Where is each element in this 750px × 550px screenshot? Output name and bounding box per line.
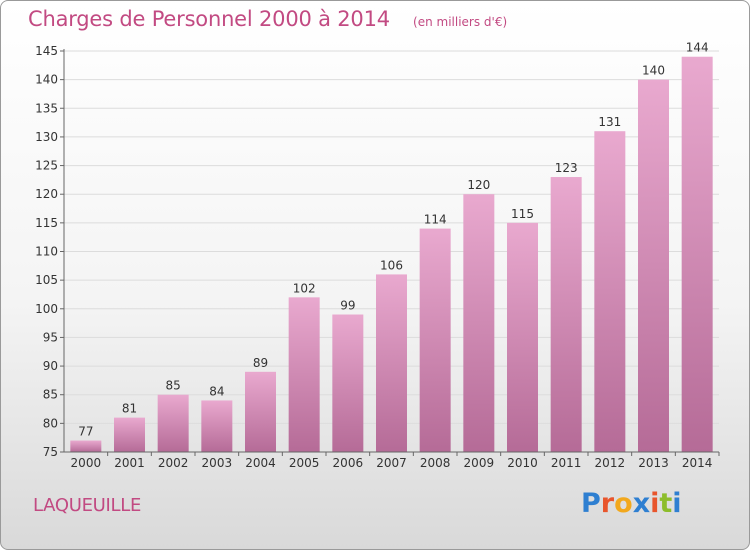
y-tick-label: 120 — [35, 187, 58, 201]
logo-letter: i — [672, 488, 682, 519]
data-label: 106 — [380, 258, 403, 272]
y-tick-label: 110 — [35, 245, 58, 259]
x-tick-label: 2011 — [551, 456, 582, 470]
data-label: 99 — [340, 299, 355, 313]
bar — [419, 228, 451, 452]
data-label: 102 — [293, 281, 316, 295]
y-tick-label: 90 — [43, 359, 58, 373]
x-tick-label: 2006 — [333, 456, 364, 470]
bar — [157, 394, 189, 452]
x-tick-label: 2014 — [682, 456, 713, 470]
logo-letter: t — [659, 488, 673, 519]
logo-letter: i — [650, 488, 660, 519]
bar — [594, 131, 626, 452]
bar — [376, 274, 407, 452]
data-label: 84 — [209, 384, 224, 398]
bar — [463, 194, 495, 452]
y-tick-label: 75 — [43, 445, 58, 459]
y-tick-label: 125 — [35, 159, 58, 173]
data-label: 115 — [511, 207, 534, 221]
axes: 75 80 85 90 95 100 105 110 115 120 125 130 135 140 145… — [35, 44, 720, 470]
bar — [507, 222, 538, 452]
data-label: 140 — [642, 64, 665, 78]
data-label: 77 — [78, 425, 93, 439]
bars — [70, 56, 713, 453]
y-tick-label: 135 — [35, 101, 58, 115]
x-tick-label: 2008 — [420, 456, 451, 470]
x-tick-label: 2003 — [202, 456, 233, 470]
x-tick-label: 2009 — [464, 456, 495, 470]
logo-letter: P — [581, 488, 601, 519]
x-tick-label: 2004 — [245, 456, 276, 470]
data-label: 89 — [253, 356, 268, 370]
x-tick-label: 2010 — [507, 456, 538, 470]
bar — [245, 371, 276, 452]
bar — [638, 79, 669, 453]
data-label: 114 — [424, 213, 447, 227]
chart-title: Charges de Personnel 2000 à 2014 — [28, 7, 390, 31]
title-row: Charges de Personnel 2000 à 2014 (en mil… — [28, 7, 507, 31]
proxiti-logo: Proxiti — [581, 488, 682, 519]
y-tick-label: 140 — [35, 73, 58, 87]
data-label: 85 — [166, 379, 181, 393]
y-tick-label: 80 — [43, 416, 58, 430]
y-tick-label: 85 — [43, 388, 58, 402]
x-tick-label: 2000 — [71, 456, 102, 470]
data-label: 81 — [122, 402, 137, 416]
chart-subtitle: (en milliers d'€) — [413, 15, 508, 29]
bar — [681, 56, 713, 452]
x-tick-label: 2007 — [376, 456, 407, 470]
x-tick-label: 2012 — [595, 456, 626, 470]
y-tick-label: 95 — [43, 330, 58, 344]
y-tick-label: 130 — [35, 130, 58, 144]
y-tick-label: 100 — [35, 302, 58, 316]
y-tick-label: 105 — [35, 273, 58, 287]
bar — [332, 314, 364, 452]
bar — [70, 440, 102, 452]
bar — [114, 417, 145, 452]
commune-name: LAQUEUILLE — [33, 495, 142, 516]
data-label: 123 — [555, 161, 578, 175]
bar — [201, 400, 233, 452]
x-tick-label: 2001 — [114, 456, 145, 470]
logo-letter: o — [614, 488, 633, 519]
logo-letter: r — [600, 488, 615, 519]
logo-letter: x — [632, 488, 651, 519]
data-label: 120 — [467, 178, 490, 192]
x-tick-label: 2002 — [158, 456, 189, 470]
x-tick-label: 2013 — [638, 456, 669, 470]
y-tick-label: 115 — [35, 216, 58, 230]
data-labels: 77 81 85 84 89 102 99 106 114 120 115 123 131 140 144 — [78, 41, 708, 439]
data-label: 144 — [686, 41, 709, 55]
data-label: 131 — [598, 115, 621, 129]
bar — [550, 177, 582, 452]
y-tick-label: 145 — [35, 44, 58, 58]
bar — [288, 297, 320, 452]
x-tick-label: 2005 — [289, 456, 320, 470]
